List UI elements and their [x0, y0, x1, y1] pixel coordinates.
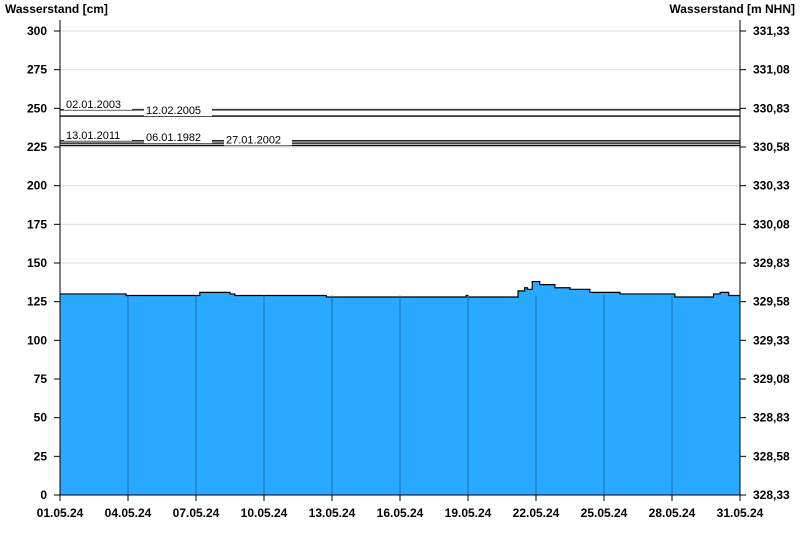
y-tick-label: 100: [27, 333, 47, 347]
y-tick-label: 0: [40, 488, 47, 502]
reference-label: 12.02.2005: [146, 105, 201, 117]
reference-label: 27.01.2002: [226, 134, 281, 146]
x-tick-label: 13.05.24: [309, 506, 356, 520]
x-tick-label: 04.05.24: [105, 506, 152, 520]
y-axis-left-label: Wasserstand [cm]: [5, 2, 108, 16]
reference-label-bg: [224, 134, 292, 146]
y-tick-label: 225: [27, 140, 47, 154]
reference-label: 06.01.1982: [146, 132, 201, 144]
reference-label-bg: [64, 129, 132, 141]
y-tick-label: 150: [27, 256, 47, 270]
y2-tick-label: 331,08: [753, 63, 790, 77]
y2-tick-label: 329,83: [753, 256, 790, 270]
x-tick-label: 07.05.24: [173, 506, 220, 520]
y-tick-label: 250: [27, 101, 47, 115]
x-tick-label: 19.05.24: [445, 506, 492, 520]
reference-label: 02.01.2003: [66, 99, 121, 111]
reference-label-bg: [144, 132, 212, 144]
y2-tick-label: 329,08: [753, 372, 790, 386]
y2-tick-label: 330,58: [753, 140, 790, 154]
x-tick-label: 28.05.24: [649, 506, 696, 520]
y-tick-label: 300: [27, 24, 47, 38]
y-tick-label: 125: [27, 295, 47, 309]
y-tick-label: 50: [34, 411, 48, 425]
water-level-line: [60, 280, 740, 298]
y2-tick-label: 328,83: [753, 411, 790, 425]
x-tick-label: 31.05.24: [717, 506, 764, 520]
reference-label-bg: [144, 105, 212, 117]
y-tick-label: 75: [34, 372, 48, 386]
reference-label-bg: [64, 98, 132, 110]
y2-tick-label: 328,33: [753, 488, 790, 502]
y2-tick-label: 330,08: [753, 217, 790, 231]
x-tick-label: 10.05.24: [241, 506, 288, 520]
x-tick-label: 16.05.24: [377, 506, 424, 520]
y2-tick-label: 329,58: [753, 295, 790, 309]
y2-tick-label: 330,83: [753, 101, 790, 115]
y2-tick-label: 329,33: [753, 333, 790, 347]
y-axis-right-label: Wasserstand [m NHN]: [669, 2, 795, 16]
y-tick-label: 175: [27, 217, 47, 231]
reference-label: 13.01.2011: [66, 130, 120, 142]
y2-tick-label: 330,33: [753, 179, 790, 193]
x-tick-label: 25.05.24: [581, 506, 628, 520]
y2-tick-label: 331,33: [753, 24, 790, 38]
y-tick-label: 200: [27, 179, 47, 193]
y-tick-label: 275: [27, 63, 47, 77]
y2-tick-label: 328,58: [753, 449, 790, 463]
x-tick-label: 01.05.24: [37, 506, 84, 520]
x-tick-label: 22.05.24: [513, 506, 560, 520]
y-tick-label: 25: [34, 449, 48, 463]
